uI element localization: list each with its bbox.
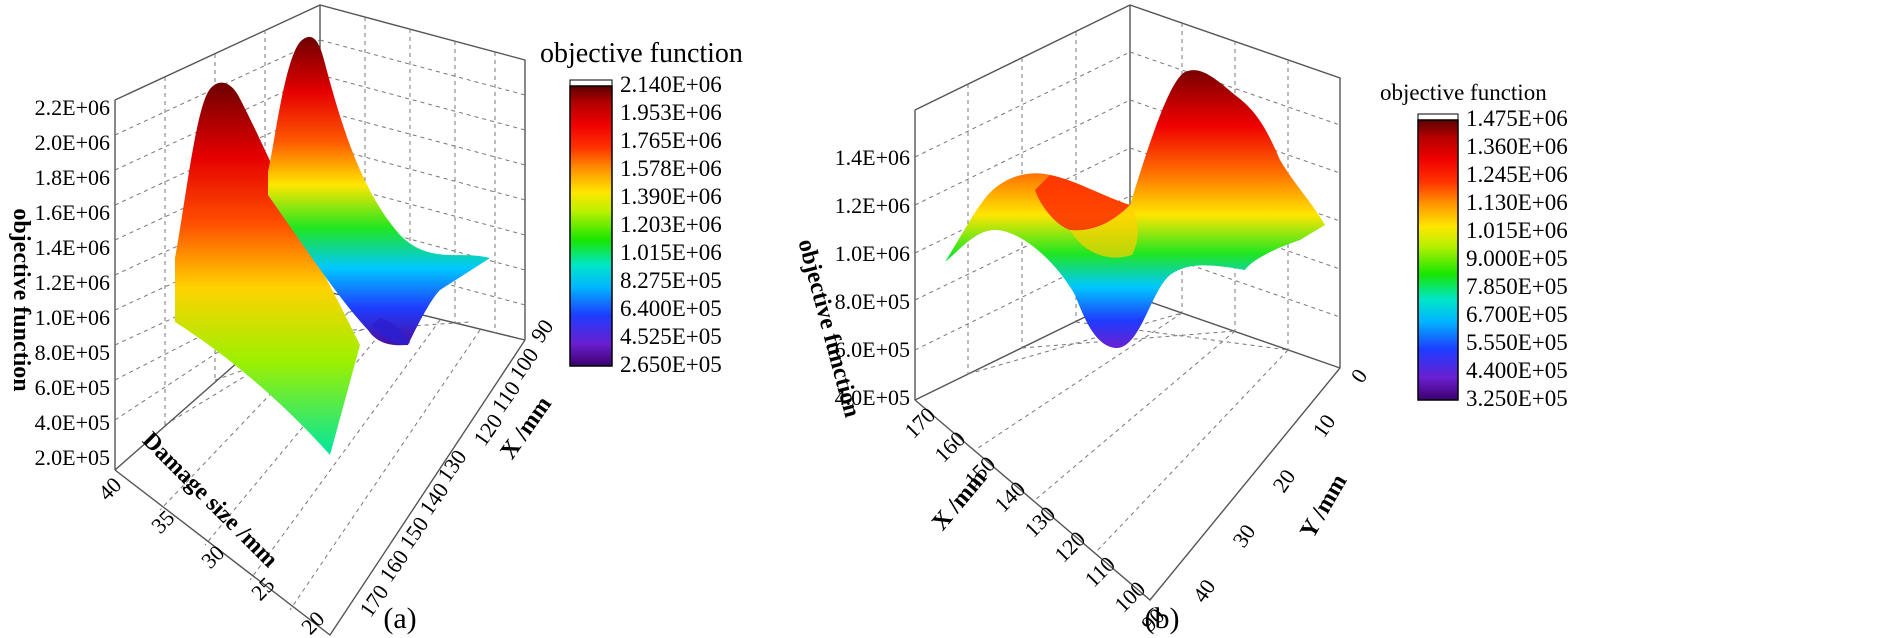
panel-a-caption: (a) — [383, 602, 416, 635]
panel-b-colorbar-title: objective function — [1380, 80, 1547, 105]
panel-a-colorbar-tick: 1.953E+06 — [620, 100, 722, 125]
panel-b-colorbar-tick: 1.015E+06 — [1466, 218, 1568, 243]
panel-b-colorbar-tick: 7.850E+05 — [1466, 274, 1568, 299]
panel-b-colorbar-tick: 3.250E+05 — [1466, 386, 1568, 411]
panel-a-colorbar-tick: 8.275E+05 — [620, 268, 722, 293]
panel-a-surface-left-ridge — [175, 82, 360, 455]
panel-b-x-tick: 130 — [1019, 501, 1060, 542]
panel-a-z-tick: 1.0E+06 — [35, 305, 110, 330]
panel-a-z-tick: 2.0E+05 — [35, 445, 110, 470]
panel-a-colorbar-tick: 1.765E+06 — [620, 128, 722, 153]
panel-b-y-tick: 40 — [1187, 575, 1220, 607]
panel-a-z-tick: 1.6E+06 — [35, 200, 110, 225]
panel-b-surface-fold — [1070, 205, 1138, 258]
panel-b-box — [914, 4, 1341, 601]
panel-a-x-tick: 90 — [525, 315, 558, 347]
panel-a-colorbar-tick: 1.015E+06 — [620, 240, 722, 265]
panel-b-colorbar-tick: 4.400E+05 — [1466, 358, 1568, 383]
panel-b-colorbar-tick: 1.475E+06 — [1466, 106, 1568, 131]
panel-b-colorbar-cap — [1417, 113, 1459, 121]
panel-b-colorbar-tick: 1.130E+06 — [1466, 190, 1568, 215]
panel-b-x-tick: 160 — [929, 426, 970, 467]
panel-a-x-tick: 110 — [486, 376, 525, 417]
panel-a-z-tick: 1.4E+06 — [35, 235, 110, 260]
panel-a-colorbar-cap — [569, 79, 613, 87]
panel-a-x-tick: 130 — [432, 445, 471, 486]
panel-b-x-tick: 110 — [1079, 551, 1119, 591]
panel-b-z-tick: 1.0E+06 — [835, 241, 910, 266]
panel-b-y-tick: 20 — [1267, 465, 1300, 497]
panel-a-colorbar-tick: 2.650E+05 — [620, 352, 722, 377]
panel-b-colorbar — [1417, 119, 1459, 401]
panel-a-z-tick: 6.0E+05 — [35, 375, 110, 400]
panel-a-z-tick: 2.2E+06 — [35, 95, 110, 120]
panel-b-z-ticks: 4.0E+05 6.0E+05 8.0E+05 1.0E+06 1.2E+06 … — [835, 145, 910, 410]
panel-b-y-tick: 30 — [1227, 520, 1260, 552]
panel-a-z-tick: 4.0E+05 — [35, 410, 110, 435]
panel-a-x-ticks: 90 100 110 120 130 140 150 160 170 — [354, 315, 558, 622]
panel-a-colorbar-tick: 6.400E+05 — [620, 296, 722, 321]
panel-a-z-tick: 8.0E+05 — [35, 340, 110, 365]
panel-a-x-tick: 100 — [504, 343, 543, 384]
panel-a-colorbar-tick: 1.390E+06 — [620, 184, 722, 209]
panel-b-x-tick: 120 — [1049, 526, 1090, 567]
panel-a-y-tick: 30 — [196, 540, 229, 573]
panel-b-colorbar-tick: 9.000E+05 — [1466, 246, 1568, 271]
panel-b-z-tick: 4.0E+05 — [835, 385, 910, 410]
panel-a-x-tick: 150 — [394, 512, 433, 553]
panel-a-y-tick: 40 — [93, 472, 126, 505]
panel-b-colorbar-ticks: 1.475E+06 1.360E+06 1.245E+06 1.130E+06 … — [1466, 106, 1568, 411]
panel-a-colorbar-tick: 4.525E+05 — [620, 324, 722, 349]
panel-b-x-tick: 140 — [989, 476, 1030, 517]
panel-b-surface — [945, 70, 1325, 349]
panel-a-z-tick: 1.8E+06 — [35, 165, 110, 190]
panel-a-surface — [175, 36, 490, 455]
panel-b-z-tick: 1.2E+06 — [835, 193, 910, 218]
panel-a-z-tick: 2.0E+06 — [35, 130, 110, 155]
panel-b-caption: (b) — [1145, 602, 1180, 635]
panel-a-surface-valley — [372, 318, 410, 345]
panel-b-y-tick: 10 — [1307, 410, 1340, 442]
panel-b-colorbar-tick: 6.700E+05 — [1466, 302, 1568, 327]
panel-a-y-tick: 25 — [246, 572, 279, 605]
panel-a-z-ticks: 2.0E+05 4.0E+05 6.0E+05 8.0E+05 1.0E+06 … — [35, 95, 110, 470]
panel-a-y-tick: 20 — [296, 606, 329, 638]
panel-a-colorbar-tick: 1.578E+06 — [620, 156, 722, 181]
panel-a-z-label: objective function — [8, 208, 34, 391]
panel-b-z-tick: 8.0E+05 — [835, 289, 910, 314]
panel-b-colorbar-tick: 1.245E+06 — [1466, 162, 1568, 187]
panel-b-y-tick: 0 — [1345, 364, 1372, 387]
panel-a-colorbar — [569, 85, 613, 367]
panel-a: 2.0E+05 4.0E+05 6.0E+05 8.0E+05 1.0E+06 … — [8, 4, 743, 638]
panel-a-y-tick: 35 — [146, 505, 179, 538]
panel-a-surface-right-ridge — [268, 36, 490, 346]
panel-b-surface-main — [945, 70, 1325, 349]
panel-b-z-tick: 1.4E+06 — [835, 145, 910, 170]
panel-b-colorbar-tick: 1.360E+06 — [1466, 134, 1568, 159]
panel-a-colorbar-ticks: 2.140E+06 1.953E+06 1.765E+06 1.578E+06 … — [620, 72, 722, 377]
panel-b-y-label: Y /mm — [1295, 470, 1352, 543]
panel-b-surface-ridge — [1035, 175, 1130, 231]
panel-a-colorbar-tick: 2.140E+06 — [620, 72, 722, 97]
panel-a-colorbar-tick: 1.203E+06 — [620, 212, 722, 237]
panel-b: 4.0E+05 6.0E+05 8.0E+05 1.0E+06 1.2E+06 … — [792, 4, 1568, 636]
panel-b-z-tick: 6.0E+05 — [835, 337, 910, 362]
panel-a-z-tick: 1.2E+06 — [35, 270, 110, 295]
panel-a-x-tick: 160 — [374, 545, 413, 586]
panel-a-x-tick: 140 — [414, 478, 453, 519]
panel-b-colorbar-tick: 5.550E+05 — [1466, 330, 1568, 355]
panel-a-colorbar-title: objective function — [540, 38, 743, 69]
